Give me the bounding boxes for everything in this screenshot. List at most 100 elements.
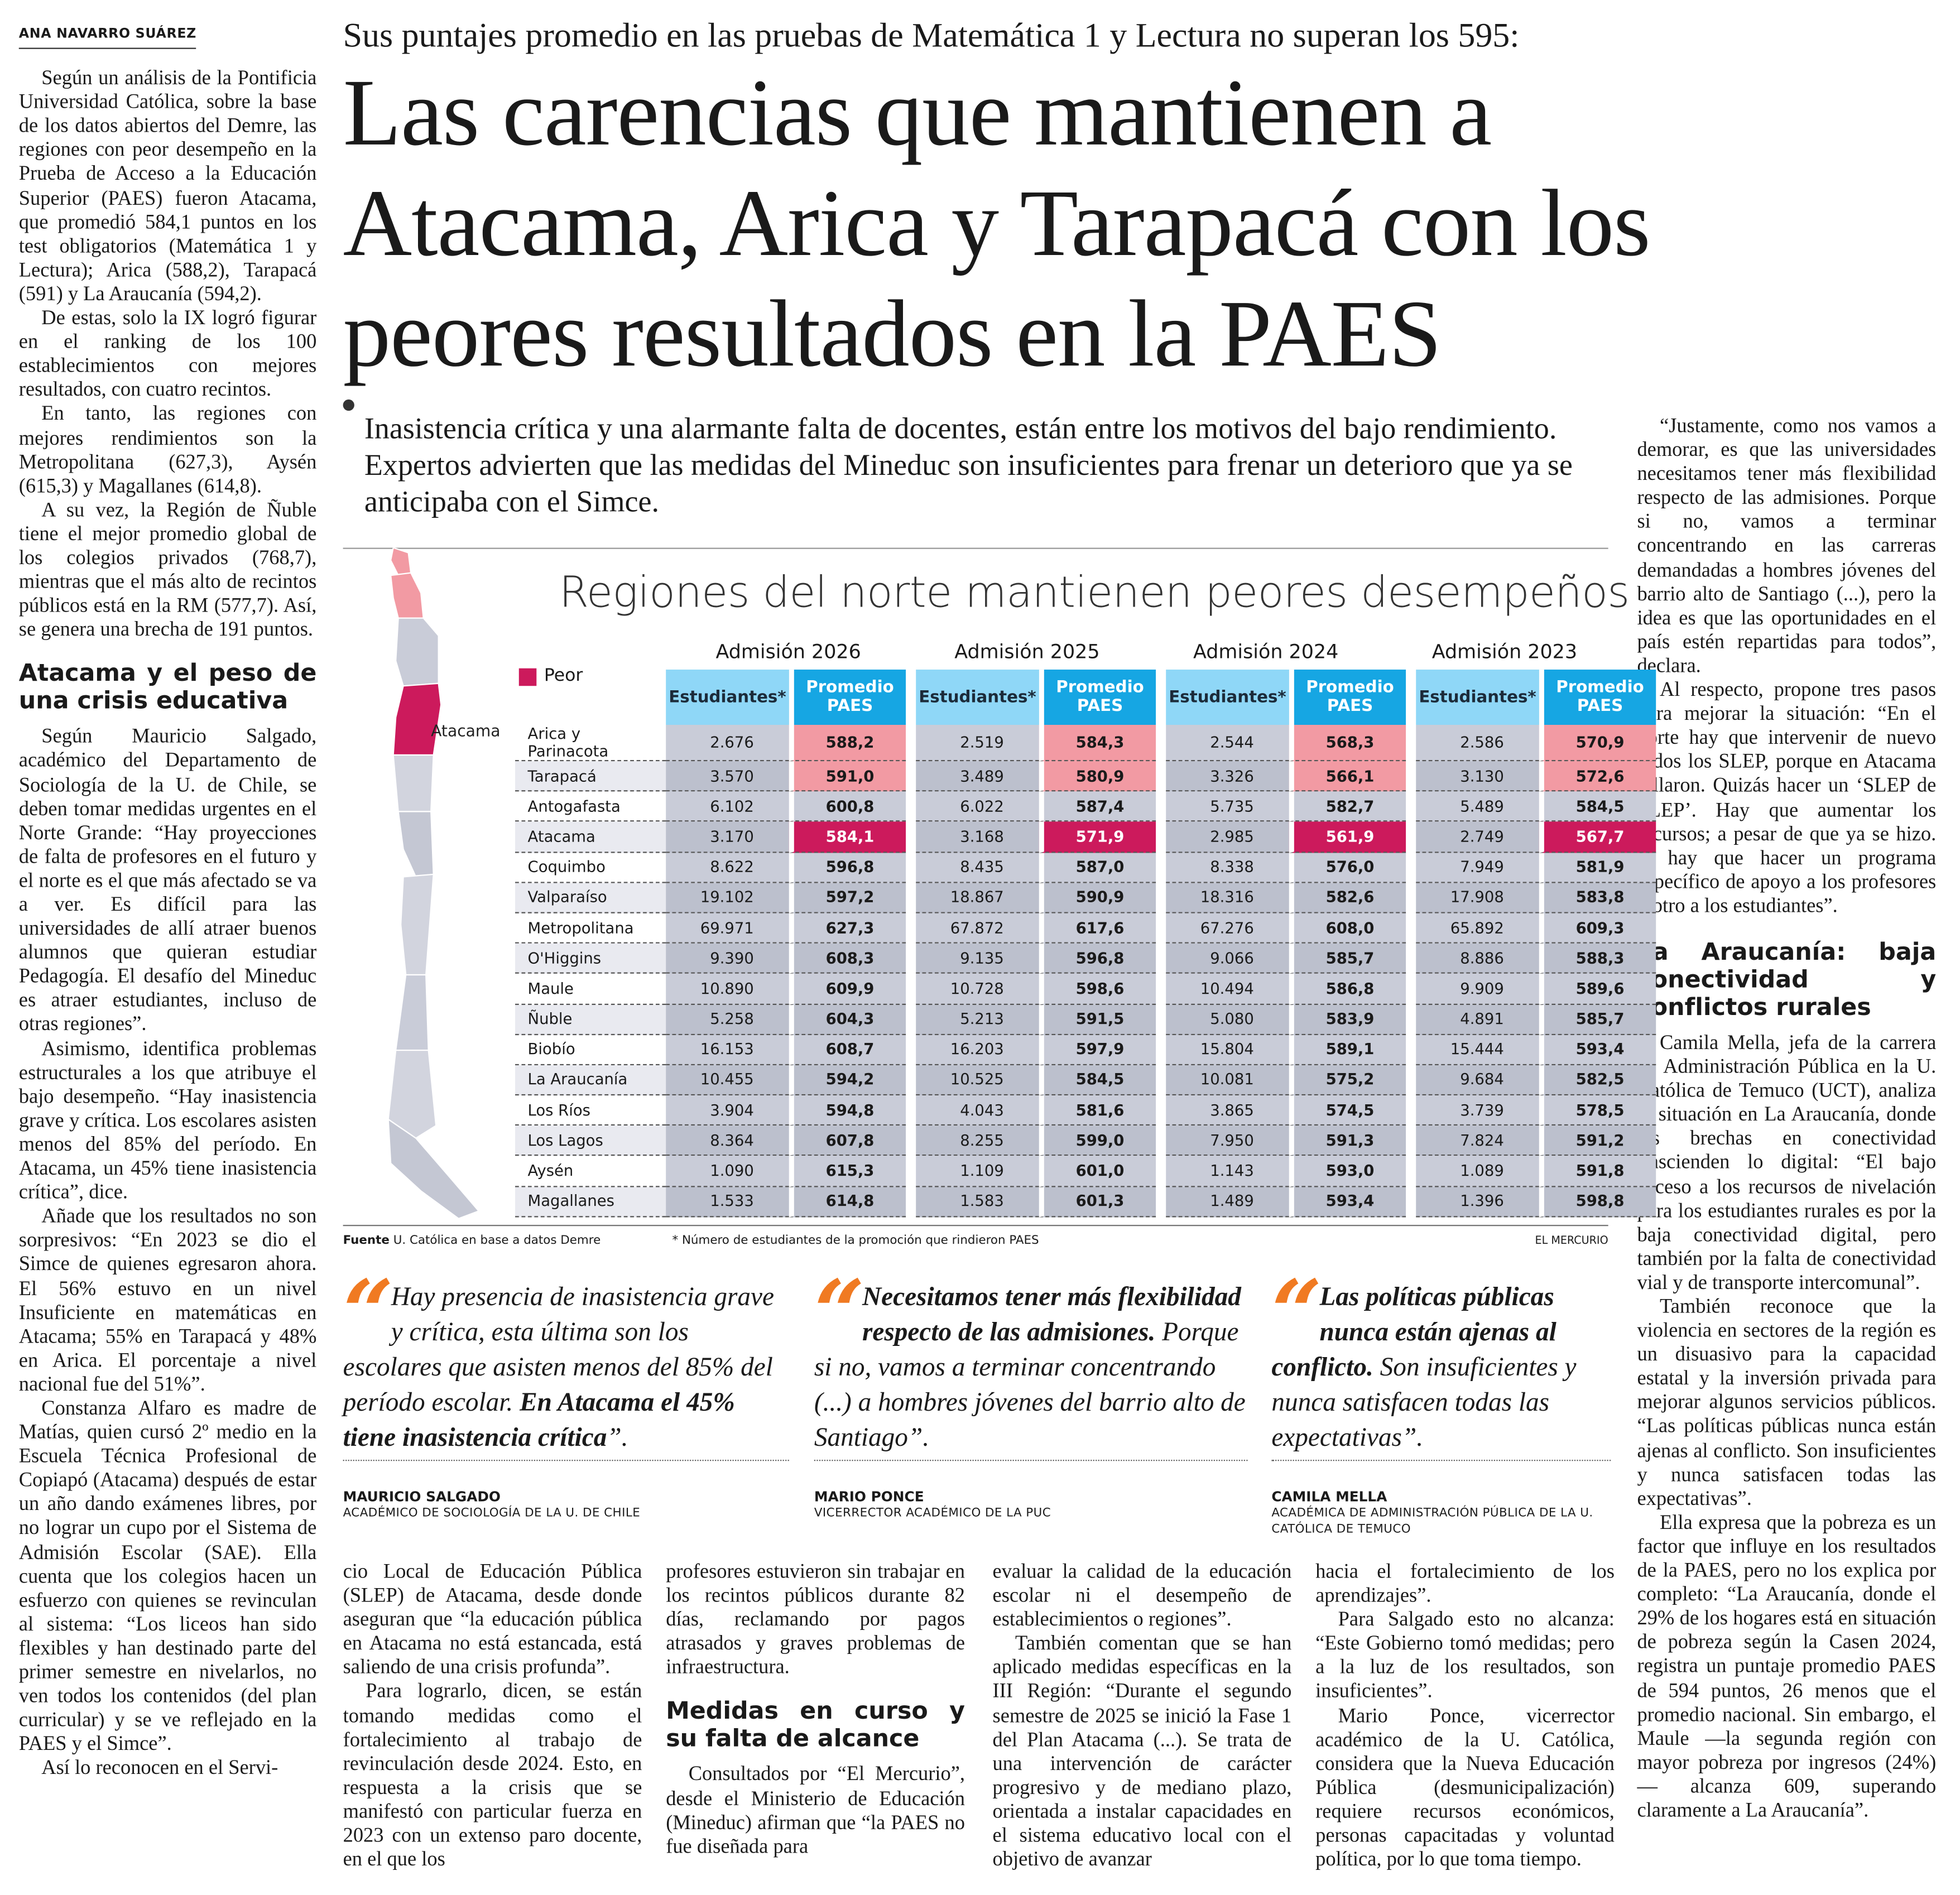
column-gap [906,725,916,762]
paes-cell: 601,0 [1039,1156,1156,1187]
paes-cell: 584,1 [789,822,906,853]
quote-ponce: “Necesitamos tener más flexibilidad resp… [814,1268,1248,1522]
table-row: Magallanes 1.533 614,8 1.583 601,3 1.489 593,4… [515,1186,1656,1218]
students-cell: 3.326 [1166,761,1289,792]
students-cell: 2.586 [1416,725,1539,762]
students-cell: 5.489 [1416,791,1539,823]
header-paes: Promedio PAES [1039,669,1156,725]
students-cell: 9.909 [1416,974,1539,1004]
students-cell: 5.080 [1166,1004,1289,1035]
region-name: Maule [515,974,666,1004]
paes-cell: 580,9 [1039,761,1156,792]
graphic-top-rule [343,547,1608,549]
map-region-aysen [387,1049,437,1139]
students-cell: 1.489 [1166,1186,1289,1218]
header-paes: Promedio PAES [789,669,906,725]
students-cell: 2.985 [1166,822,1289,853]
left-subhead: Atacama y el peso de una crisis educativ… [18,660,317,715]
students-cell: 9.684 [1416,1065,1539,1096]
region-name: Valparaíso [515,883,666,913]
source-label: Fuente [343,1233,390,1248]
students-cell: 18.316 [1166,883,1289,913]
map-region-antofagasta [395,617,439,687]
quote-part: En Atacama el 45% tiene inasistencia crí… [343,1387,735,1452]
paragraph: profesores estuvieron sin trabajar en lo… [666,1560,965,1679]
column-gap [1156,1126,1166,1157]
students-cell: 5.213 [916,1004,1039,1035]
legend-label: Peor [544,666,583,686]
students-cell: 8.255 [916,1126,1039,1157]
column-gap [1406,1004,1416,1035]
paes-cell: 590,9 [1039,883,1156,913]
paes-cell: 589,1 [1289,1035,1406,1065]
students-cell: 69.971 [666,913,789,944]
right-subhead: La Araucanía: baja conectividad y confli… [1637,938,1937,1022]
column-gap [906,1004,916,1035]
column-gap [1156,883,1166,913]
column-gap [1156,852,1166,883]
column-gap [1406,913,1416,944]
column-gap [1156,1004,1166,1035]
students-cell: 10.494 [1166,974,1289,1004]
footnote: * Número de estudiantes de la promoción … [672,1233,1039,1248]
paragraph: De estas, solo la IX logró figurar en el… [18,306,317,401]
map-region-center [397,811,434,878]
students-cell: 1.533 [666,1186,789,1218]
column-gap [1406,944,1416,974]
header-paes: Promedio PAES [1289,669,1406,725]
students-cell: 8.435 [916,852,1039,883]
graphic-bottom-rule [343,1225,1608,1227]
paes-cell: 576,0 [1289,852,1406,883]
column-gap [906,1065,916,1096]
paes-cell: 584,5 [1039,1065,1156,1096]
table-row: Tarapacá 3.570 591,0 3.489 580,9 3.326 566,1 3.… [515,761,1656,792]
paes-cell: 584,5 [1539,791,1656,823]
header-students: Estudiantes* [916,669,1039,725]
table-row: Los Lagos 8.364 607,8 8.255 599,0 7.950 591,3 7… [515,1126,1656,1157]
credit: EL MERCURIO [1535,1235,1608,1248]
results-table: Estudiantes* Promedio PAES Estudiantes* Pro… [515,669,1656,1218]
table-row: Los Ríos 3.904 594,8 4.043 581,6 3.865 574,5 3.… [515,1095,1656,1126]
column-gap [1156,791,1166,823]
quote-mella: “Las políticas públicas nunca están ajen… [1271,1268,1611,1538]
bottom-column-1: cio Local de Educación Pública (SLEP) de… [343,1560,642,1872]
bottom-column-2: profesores estuvieron sin trabajar en lo… [666,1560,965,1859]
students-cell: 7.824 [1416,1126,1539,1157]
region-name: Atacama [515,822,666,853]
paragraph: Mario Ponce, vicerrector académico de la… [1315,1704,1615,1871]
region-name: Antogafasta [515,792,666,823]
column-gap [1406,761,1416,792]
paes-cell: 594,2 [789,1065,906,1096]
table-row: Aysén 1.090 615,3 1.109 601,0 1.143 593,0 1.089… [515,1156,1656,1187]
paes-cell: 608,0 [1289,913,1406,944]
quote-divider [1271,1460,1611,1461]
column-gap [1156,669,1166,725]
header-region-spacer [515,670,666,725]
region-name: Biobío [515,1035,666,1065]
column-gap [1156,1156,1166,1187]
map-region-tarapaca [390,572,424,619]
region-name: Los Lagos [515,1126,666,1157]
paragraph: hacia el fortalecimiento de los aprendiz… [1315,1560,1615,1607]
paragraph: Consultados por “El Mercurio”, desde el … [666,1763,965,1858]
table-row: Maule 10.890 609,9 10.728 598,6 10.494 586,8 9.… [515,974,1656,1004]
paes-cell: 598,8 [1539,1186,1656,1218]
students-cell: 3.904 [666,1095,789,1126]
quote-part: Son insuficientes y nunca satisfacen tod… [1271,1351,1577,1452]
column-gap [906,1156,916,1187]
map-region-south-central [400,873,434,976]
students-cell: 1.143 [1166,1156,1289,1187]
region-name: La Araucanía [515,1065,666,1096]
table-row: Metropolitana 69.971 627,3 67.872 617,6 67.27… [515,913,1656,944]
paes-cell: 581,6 [1039,1095,1156,1126]
paes-cell: 598,6 [1039,974,1156,1004]
quote-part: Hay presencia de inasistencia grave y cr… [343,1281,774,1417]
table-row: Antogafasta 6.102 600,8 6.022 587,4 5.735 582,… [515,791,1656,823]
paragraph: Para Salgado esto no alcanza: “Este Gobi… [1315,1608,1615,1703]
region-name: O'Higgins [515,944,666,974]
paragraph: Al respecto, propone tres pasos para mej… [1637,678,1937,917]
paes-cell: 597,9 [1039,1035,1156,1065]
quote-part: Las políticas públicas nunca están ajena… [1271,1281,1557,1382]
paes-cell: 608,7 [789,1035,906,1065]
students-cell: 1.090 [666,1156,789,1187]
